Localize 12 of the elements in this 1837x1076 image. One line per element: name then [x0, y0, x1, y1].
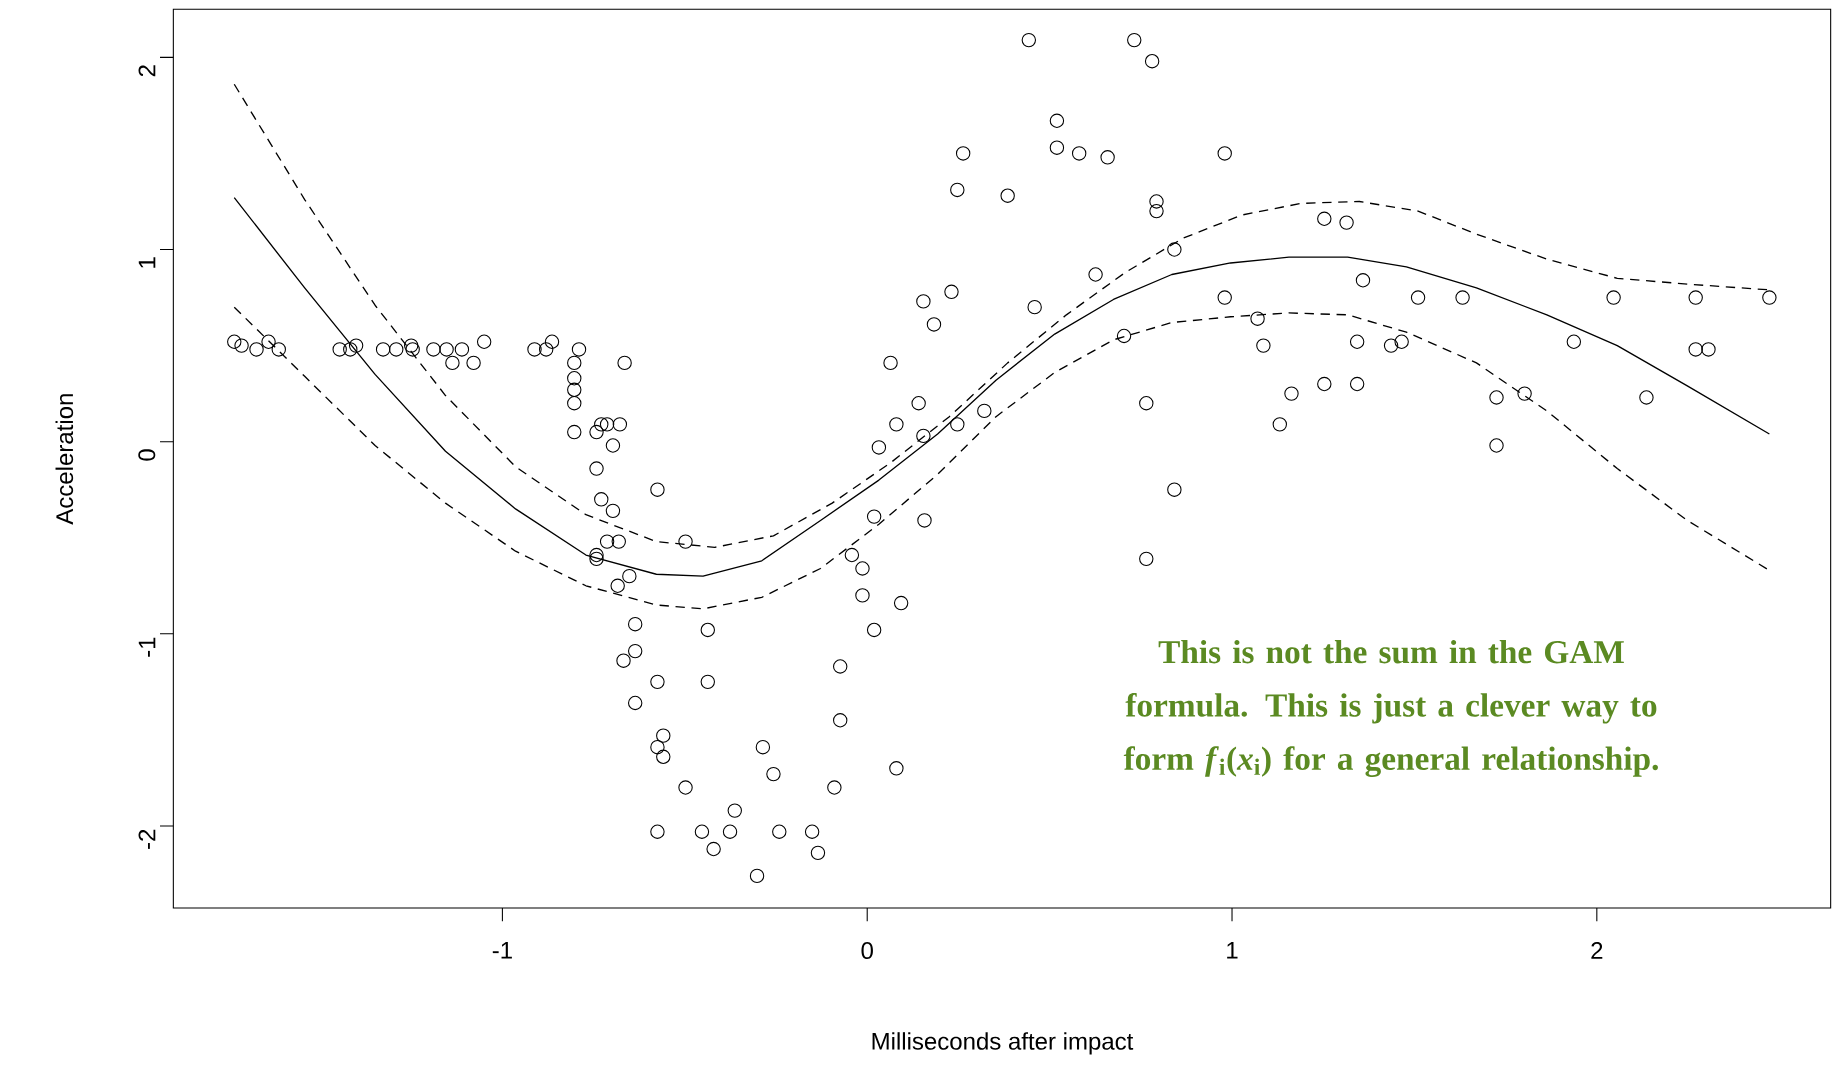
y-tick-label: 1 [138, 257, 156, 268]
y-tick-label: -2 [138, 829, 156, 849]
x-tick-label: -1 [492, 942, 512, 959]
text: This is not the sum in the GAM formula. This is just a clever way to form f$_{i}$(x$_{i}$) for a general relationship. [1123, 639, 1658, 778]
y-tick-label: 0 [138, 449, 156, 461]
y-axis-title: Acceleration [55, 394, 74, 525]
x-tick-label: 2 [1591, 942, 1603, 959]
y-tick-label: -1 [138, 637, 156, 657]
x-tick-label: 0 [861, 942, 873, 960]
x-axis-title: Milliseconds after impact [872, 1032, 1134, 1055]
x-tick-label: 1 [1227, 942, 1238, 959]
y-tick-label: 2 [138, 65, 156, 77]
